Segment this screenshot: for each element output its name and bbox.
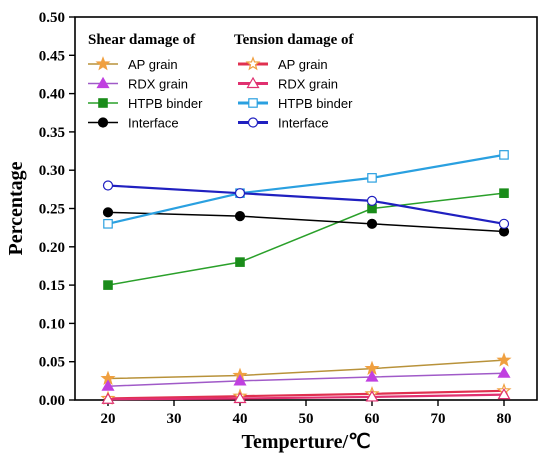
x-tick-label: 80 [497,411,512,427]
legend-swatch-marker [96,76,110,89]
data-point [103,219,113,229]
data-point [365,390,379,402]
data-point [233,391,247,404]
data-point [102,207,114,218]
series-layer [100,150,512,405]
y-tick-label: 0.50 [39,10,65,26]
legend-swatch-marker [97,117,109,128]
data-point [233,374,247,386]
series-line [107,359,505,380]
x-tick-label: 40 [233,411,248,427]
series-tension-rdx-grain [101,387,511,404]
y-tick-label: 0.35 [39,125,65,141]
legend-label: HTPB binder [128,96,203,111]
y-tick-label: 0.10 [39,316,65,332]
x-tick-label: 60 [365,411,380,427]
series-shear-htpb-binder [103,188,509,290]
data-point [497,366,511,378]
data-point [499,188,509,198]
legend: Shear damage of AP grain RDX grain HTPB bin… [88,32,354,131]
data-point [366,195,378,206]
y-tick-label: 0.20 [39,240,65,256]
axes-layer: 0.00 0.05 0.10 0.15 0.20 0.25 0.30 0.35 0.40 0.45… [39,10,538,427]
data-point [102,180,114,191]
series-line [107,153,505,225]
legend-group-title: Shear damage of [88,32,196,48]
legend-swatch-marker [246,76,260,89]
data-point [101,379,115,391]
series-line [107,372,505,387]
series-shear-interface [102,207,510,237]
y-tick-label: 0.15 [39,278,65,294]
y-tick-label: 0.30 [39,163,65,179]
legend-label: RDX grain [278,77,338,92]
legend-label: HTPB binder [278,96,353,111]
data-point [101,392,115,404]
legend-group-title: Tension damage of [234,32,354,48]
y-tick-label: 0.25 [39,202,65,218]
legend-label: Interface [128,116,179,131]
data-point [367,173,377,183]
data-point [234,211,246,222]
series-line [107,389,505,400]
data-point [365,370,379,382]
legend-swatch-marker [248,98,258,108]
y-tick-label: 0.45 [39,48,65,64]
data-point [497,387,511,400]
legend-label: AP grain [278,57,328,72]
series-line [107,393,505,401]
legend-label: AP grain [128,57,178,72]
x-tick-label: 30 [167,411,182,427]
series-line [107,211,505,233]
legend-label: Interface [278,116,329,131]
x-axis-title: Temperture/℃ [241,431,370,453]
legend-swatch-marker [247,117,259,128]
legend-swatch-marker [95,56,111,71]
series-tension-interface [102,180,510,229]
y-tick-label: 0.40 [39,87,65,103]
legend-swatch-marker [98,98,108,108]
y-tick-label: 0.05 [39,355,65,371]
x-tick-label: 20 [101,411,116,427]
data-point [103,280,113,290]
data-point [235,257,245,267]
data-point [496,352,512,367]
data-point [234,188,246,199]
y-tick-label: 0.00 [39,393,65,409]
data-point [499,150,509,160]
data-point [498,218,510,229]
data-point [366,218,378,229]
x-tick-label: 70 [431,411,446,427]
series-shear-rdx-grain [101,366,511,391]
x-tick-label: 50 [299,411,314,427]
y-axis-title: Percentage [5,161,27,255]
plot-frame [74,16,538,401]
series-line [107,184,505,225]
legend-label: RDX grain [128,77,188,92]
legend-swatch-marker [245,56,261,71]
series-line [107,192,505,286]
